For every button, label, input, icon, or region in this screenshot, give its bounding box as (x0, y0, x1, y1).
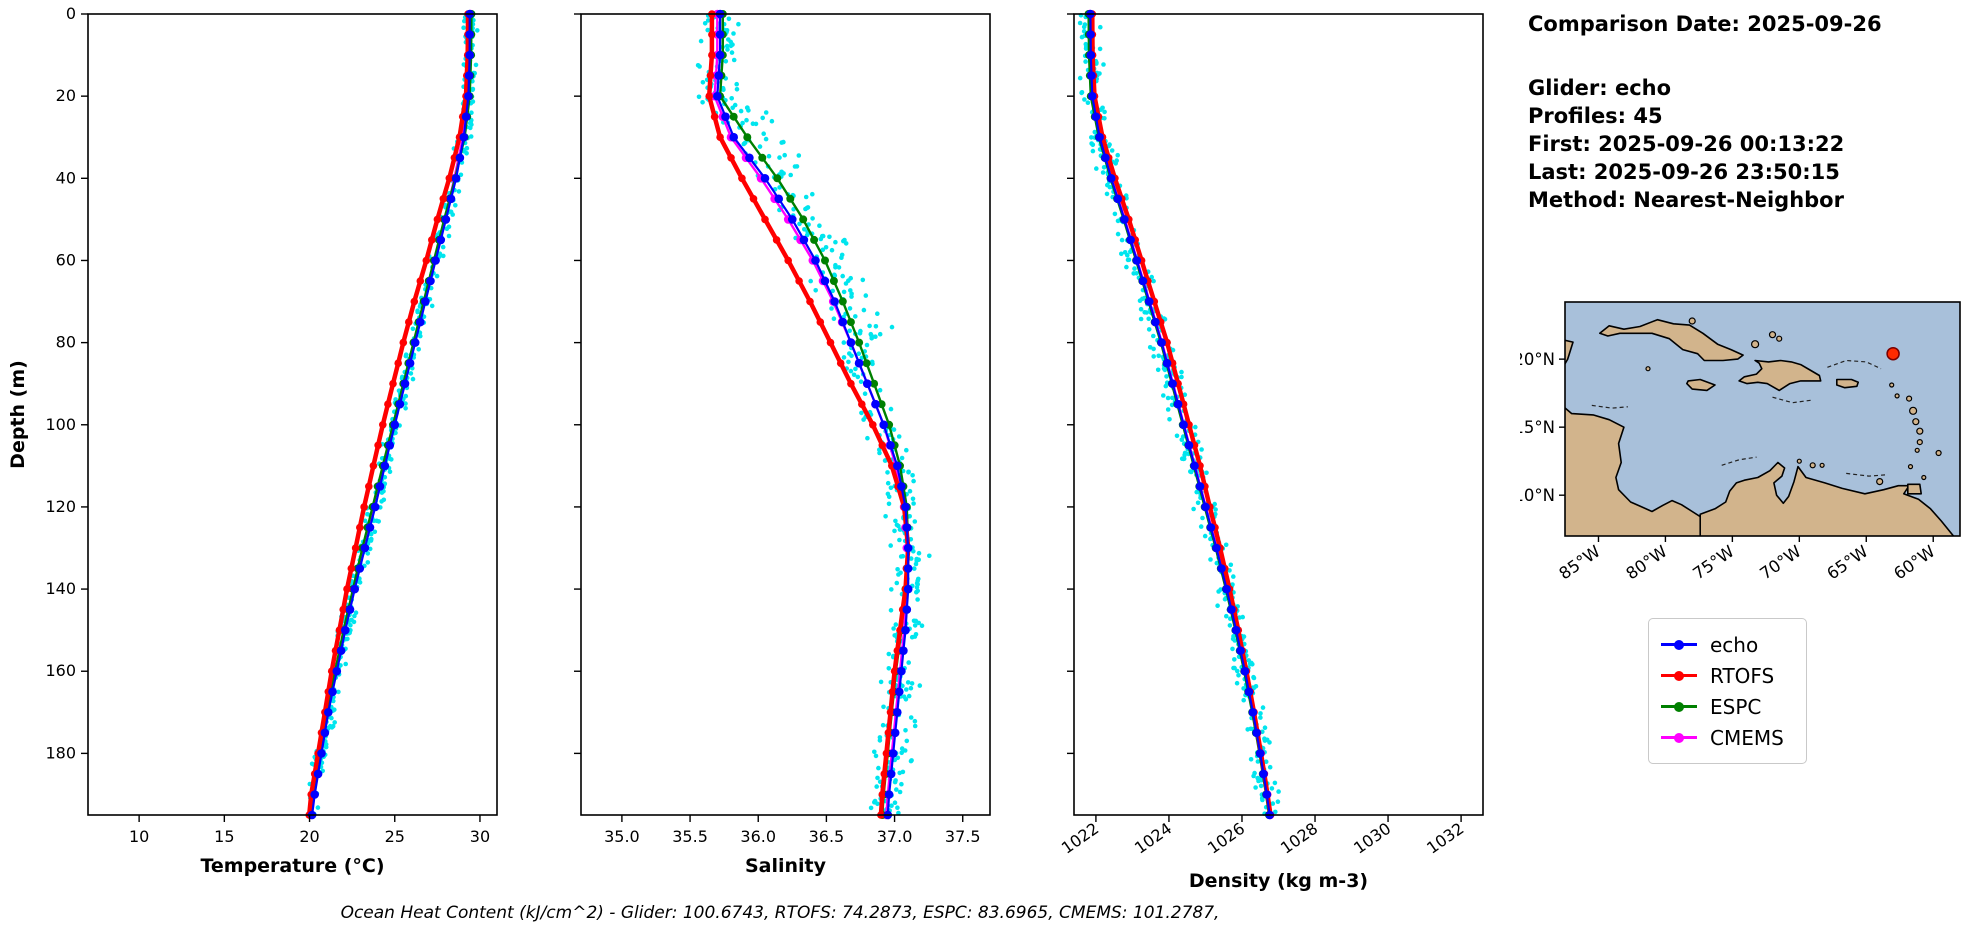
legend-row-espc: ESPC (1661, 691, 1784, 722)
svg-text:36.0: 36.0 (740, 827, 776, 846)
svg-text:10°N: 10°N (1520, 486, 1555, 505)
svg-text:Depth (m): Depth (m) (7, 360, 29, 469)
svg-text:80: 80 (56, 333, 76, 352)
legend-label-rtofs: RTOFS (1710, 663, 1775, 688)
svg-text:160: 160 (45, 661, 76, 680)
svg-text:20: 20 (299, 827, 319, 846)
cmems-line-swatch (1661, 732, 1697, 743)
glider-location-map: 85°W 80°W 75°W 70°W 65°W 60°W 20°N 15°N 10°N (1520, 301, 1961, 584)
echo-marker-icon (1674, 639, 1684, 650)
svg-text:70°W: 70°W (1756, 542, 1804, 584)
svg-text:1024: 1024 (1131, 819, 1175, 858)
svg-text:35.0: 35.0 (604, 827, 640, 846)
info-profiles: Profiles: 45 (1528, 104, 1663, 128)
svg-text:60: 60 (56, 250, 76, 269)
legend-row-rtofs: RTOFS (1661, 660, 1784, 691)
svg-text:36.5: 36.5 (809, 827, 845, 846)
svg-text:10: 10 (129, 827, 149, 846)
svg-text:35.5: 35.5 (672, 827, 708, 846)
svg-text:120: 120 (45, 497, 76, 516)
info-last-time: Last: 2025-09-26 23:50:15 (1528, 160, 1840, 184)
legend-label-espc: ESPC (1710, 694, 1762, 719)
svg-text:30: 30 (470, 827, 490, 846)
ocean-heat-content-caption: Ocean Heat Content (kJ/cm^2) - Glider: 1… (340, 903, 1220, 923)
svg-text:1028: 1028 (1277, 819, 1321, 858)
svg-text:20°N: 20°N (1520, 350, 1555, 369)
svg-text:60°W: 60°W (1890, 542, 1938, 584)
svg-text:37.0: 37.0 (877, 827, 913, 846)
svg-text:Density (kg m-3): Density (kg m-3) (1189, 870, 1368, 892)
svg-text:Temperature (°C): Temperature (°C) (200, 855, 384, 877)
svg-text:0: 0 (66, 4, 76, 23)
espc-marker-icon (1674, 701, 1684, 712)
info-first-time: First: 2025-09-26 00:13:22 (1528, 132, 1845, 156)
profile-plots-canvas: 10 15 20 25 30 0 20 40 60 80 100 120 140 160 180 Temper… (7, 4, 1484, 892)
cmems-marker-icon (1674, 732, 1684, 743)
svg-text:140: 140 (45, 579, 76, 598)
svg-text:100: 100 (45, 415, 76, 434)
svg-text:75°W: 75°W (1689, 542, 1737, 584)
svg-text:1022: 1022 (1058, 819, 1102, 858)
svg-text:65°W: 65°W (1823, 542, 1871, 584)
svg-text:85°W: 85°W (1556, 542, 1604, 584)
svg-text:1030: 1030 (1350, 819, 1394, 858)
legend: echo RTOFS ESPC CMEMS (1648, 618, 1807, 764)
legend-label-cmems: CMEMS (1710, 725, 1784, 750)
svg-text:1026: 1026 (1204, 819, 1248, 858)
svg-text:80°W: 80°W (1622, 542, 1670, 584)
comparison-date-text: Comparison Date: 2025-09-26 (1528, 12, 1882, 36)
svg-text:15°N: 15°N (1520, 418, 1555, 437)
svg-text:20: 20 (56, 86, 76, 105)
svg-text:Salinity: Salinity (745, 855, 827, 877)
rtofs-line-swatch (1661, 670, 1697, 681)
svg-text:1032: 1032 (1423, 819, 1467, 858)
legend-row-cmems: CMEMS (1661, 722, 1784, 753)
svg-text:37.5: 37.5 (945, 827, 981, 846)
legend-label-echo: echo (1710, 632, 1759, 657)
legend-row-echo: echo (1661, 629, 1784, 660)
svg-text:15: 15 (214, 827, 234, 846)
espc-line-swatch (1661, 701, 1697, 712)
svg-text:180: 180 (45, 743, 76, 762)
info-method: Method: Nearest-Neighbor (1528, 188, 1844, 212)
svg-text:25: 25 (385, 827, 405, 846)
info-glider: Glider: echo (1528, 76, 1672, 100)
info-panel: Comparison Date: 2025-09-26 Glider: echo… (1528, 12, 1882, 214)
rtofs-marker-icon (1674, 670, 1684, 681)
echo-line-swatch (1661, 639, 1697, 650)
svg-text:40: 40 (56, 168, 76, 187)
